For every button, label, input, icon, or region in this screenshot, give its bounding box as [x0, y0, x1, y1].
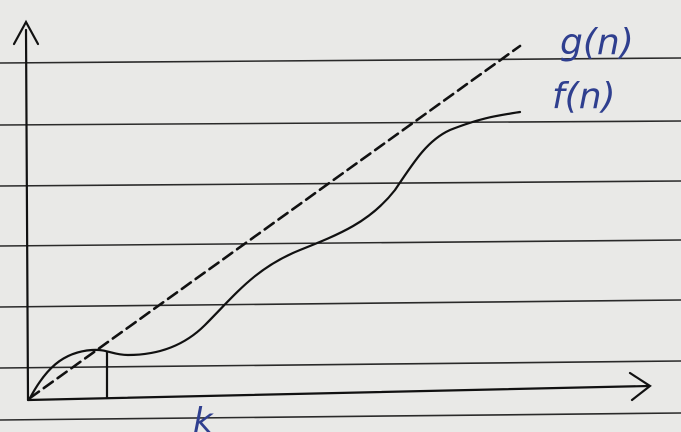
rule-line: [0, 57, 681, 64]
y-axis-line: [24, 28, 30, 402]
rule-line: [0, 412, 681, 421]
x-axis-arrowhead: [628, 371, 652, 402]
y-axis-arrowhead: [12, 19, 40, 46]
ruled-lines: [0, 57, 681, 421]
f-label: f(n): [552, 76, 616, 117]
rule-line: [0, 360, 681, 369]
f-curve: [28, 110, 522, 400]
rule-line: [0, 239, 681, 247]
k-label: k: [193, 401, 214, 432]
rule-line: [0, 120, 681, 126]
x-axis: [26, 371, 652, 402]
rule-line: [0, 180, 681, 187]
x-axis-line: [26, 384, 650, 402]
y-axis: [12, 19, 40, 402]
g-label: g(n): [560, 22, 634, 63]
g-curve-dashed: [28, 44, 522, 400]
rule-line: [0, 299, 681, 308]
